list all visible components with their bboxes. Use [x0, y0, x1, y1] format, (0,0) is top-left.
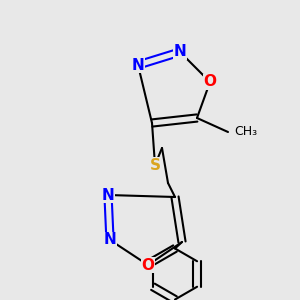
Text: CH₃: CH₃	[234, 125, 257, 139]
Text: N: N	[174, 44, 186, 59]
Text: N: N	[102, 188, 114, 202]
Text: S: S	[149, 158, 161, 172]
Text: N: N	[103, 232, 116, 247]
Text: O: O	[142, 257, 154, 272]
Text: N: N	[132, 58, 144, 73]
Text: O: O	[203, 74, 217, 89]
